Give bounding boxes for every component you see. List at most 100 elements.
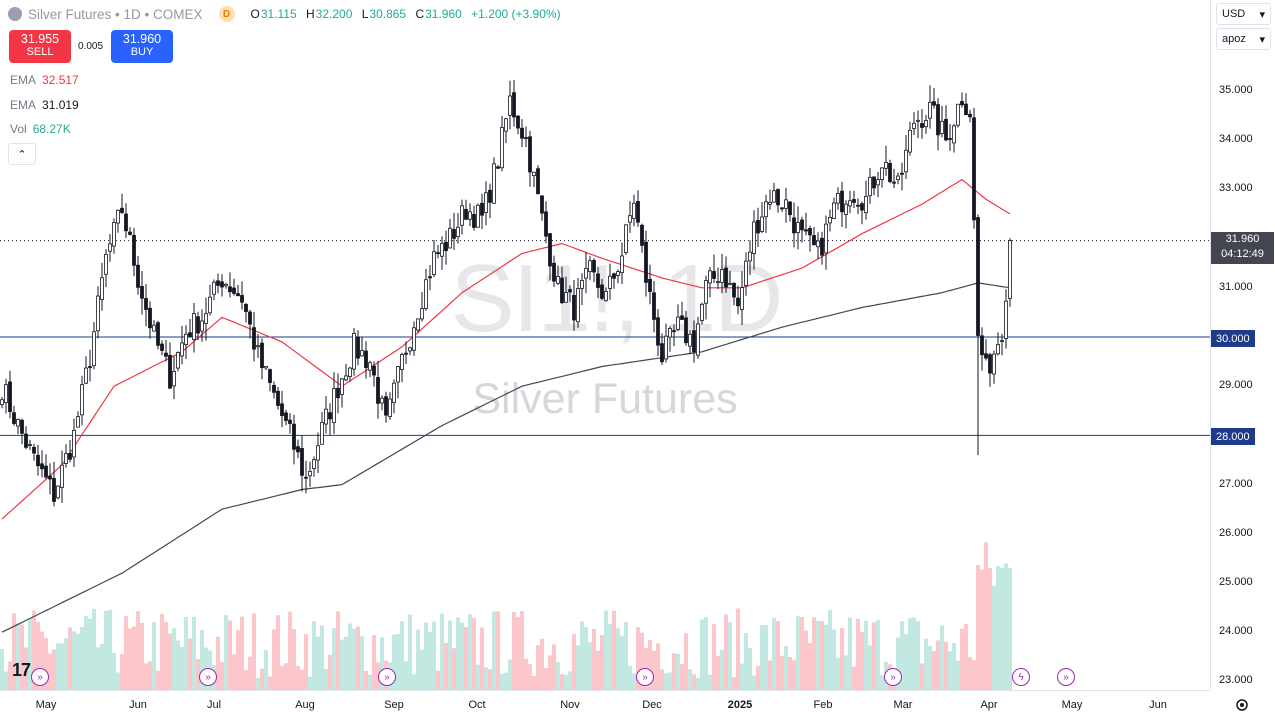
tradingview-logo-icon[interactable]: 17: [12, 660, 31, 680]
event-marker-icon[interactable]: »: [199, 668, 217, 686]
candle-body: [508, 95, 512, 116]
candle-body: [216, 280, 220, 286]
ohlc-values: O31.115 H32.200 L30.865 C31.960 +1.200 (…: [250, 7, 561, 21]
candle-body: [132, 234, 136, 266]
chart-pane[interactable]: SI1!, 1D Silver Futures Silver Futures •…: [0, 0, 1210, 690]
volume-bar: [616, 628, 620, 690]
currency-dropdown[interactable]: USD ▾: [1216, 3, 1271, 25]
candle-body: [600, 284, 604, 299]
volume-bar: [916, 621, 920, 690]
candle-body: [368, 362, 372, 371]
candle-body: [876, 179, 880, 186]
candle-body: [556, 276, 560, 284]
candle-body: [720, 269, 724, 283]
candle-body: [1004, 300, 1008, 339]
volume-bar: [152, 622, 156, 690]
time-label: Oct: [468, 699, 486, 711]
volume-bar: [668, 672, 672, 690]
volume-bar: [548, 655, 552, 690]
volume-bar: [108, 609, 112, 690]
candle-body: [536, 168, 540, 195]
indicator-volume[interactable]: Vol 68.27K: [10, 122, 71, 136]
candle-body: [468, 211, 472, 220]
indicator-ema-long[interactable]: EMA 31.019: [10, 98, 79, 112]
price-tick-label: 35.000: [1219, 84, 1253, 96]
buy-button[interactable]: 31.960 BUY: [111, 30, 173, 63]
candle-body: [984, 353, 988, 359]
candle-body: [128, 231, 132, 235]
sell-button[interactable]: 31.955 SELL: [9, 30, 71, 63]
volume-bar: [552, 644, 556, 690]
candle-body: [596, 273, 600, 288]
price-tick-label: 27.000: [1219, 477, 1253, 490]
candle-body: [300, 448, 304, 476]
volume-bar: [52, 649, 56, 690]
candle-body: [432, 251, 436, 276]
symbol-title[interactable]: Silver Futures • 1D • COMEX: [28, 6, 203, 22]
candle-body: [424, 279, 428, 309]
candle-body: [264, 366, 268, 369]
event-marker-icon[interactable]: »: [31, 668, 49, 686]
candle-body: [976, 217, 980, 336]
event-marker-icon[interactable]: »: [378, 668, 396, 686]
volume-bar: [980, 569, 984, 690]
legend-header: Silver Futures • 1D • COMEX D O31.115 H3…: [8, 4, 562, 24]
volume-bar: [796, 616, 800, 690]
candle-body: [244, 303, 248, 312]
candle-body: [352, 333, 356, 370]
candle-body: [968, 113, 972, 118]
volume-bar: [228, 620, 232, 690]
time-label: Jun: [129, 699, 147, 711]
candle-body: [0, 399, 4, 406]
candle-body: [548, 233, 552, 267]
candle-body: [256, 345, 260, 348]
market-status-badge[interactable]: D: [218, 6, 235, 22]
chevron-down-icon: ▾: [1259, 33, 1265, 46]
volume-bar: [296, 665, 300, 690]
candle-body: [700, 303, 704, 321]
collapse-indicators-button[interactable]: ⌃: [8, 143, 36, 165]
symbol-logo-icon: [8, 7, 22, 21]
candle-body: [772, 190, 776, 203]
volume-bar: [708, 674, 712, 690]
candle-body: [980, 335, 984, 356]
price-chart[interactable]: [0, 0, 1210, 690]
candle-body: [140, 286, 144, 299]
volume-bar: [812, 617, 816, 690]
volume-bar: [656, 643, 660, 690]
candle-body: [620, 255, 624, 274]
volume-bar: [312, 621, 316, 690]
event-marker-icon[interactable]: »: [1057, 668, 1075, 686]
volume-bar: [776, 621, 780, 690]
volume-bar: [252, 613, 256, 690]
volume-bar: [96, 647, 100, 690]
time-axis[interactable]: May Jun Jul Aug Sep Oct Nov Dec 2025 Feb…: [0, 690, 1210, 719]
event-marker-icon[interactable]: »: [636, 668, 654, 686]
volume-bar: [716, 655, 720, 690]
volume-bar: [136, 611, 140, 690]
price-axis[interactable]: USD▾ apoz▾ 35.00034.00033.00032.00031.00…: [1210, 0, 1275, 690]
volume-bar: [992, 585, 996, 690]
candle-body: [848, 200, 852, 207]
candle-body: [8, 381, 12, 412]
candle-body: [860, 203, 864, 211]
volume-bar: [256, 677, 260, 690]
candle-body: [992, 353, 996, 375]
lightning-event-icon[interactable]: ϟ: [1012, 668, 1030, 686]
candle-body: [636, 201, 640, 223]
volume-bar: [512, 612, 516, 690]
volume-bar: [336, 611, 340, 690]
event-marker-icon[interactable]: »: [884, 668, 902, 686]
current-price: 31.960: [1225, 233, 1260, 245]
chart-settings-button[interactable]: [1232, 695, 1252, 715]
candle-body: [80, 384, 84, 416]
volume-bar: [268, 676, 272, 690]
time-label: Dec: [642, 699, 662, 711]
close-value: 31.960: [425, 7, 462, 21]
candle-body: [784, 199, 788, 209]
indicator-ema-short[interactable]: EMA 32.517: [10, 73, 79, 87]
scale-dropdown[interactable]: apoz ▾: [1216, 28, 1271, 50]
volume-bar: [908, 618, 912, 690]
volume-bar: [468, 614, 472, 690]
volume-bar: [808, 643, 812, 690]
